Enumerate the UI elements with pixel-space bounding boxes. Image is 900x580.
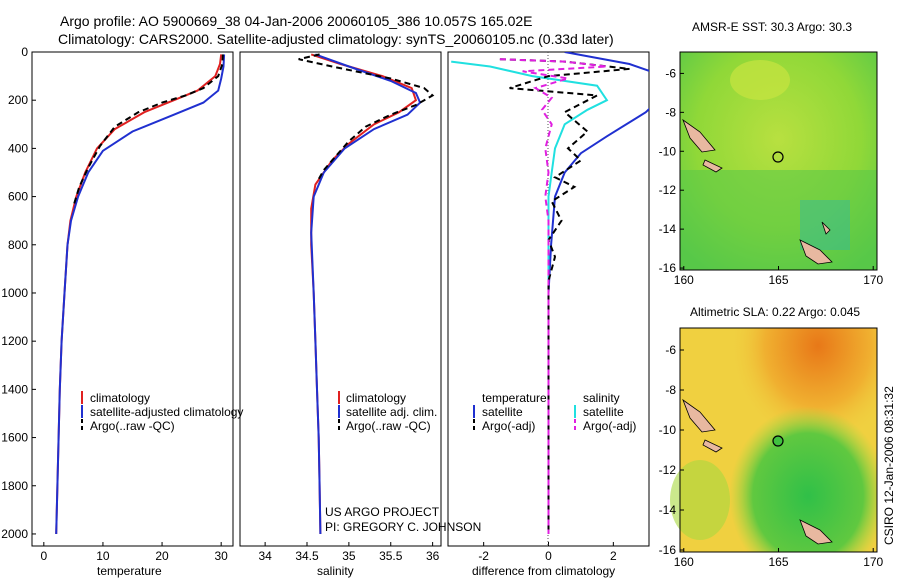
map-y-tick-label: -8: [665, 105, 676, 119]
legend-d-s-argo: Argo(-adj): [583, 419, 636, 433]
map-y-tick-label: -6: [665, 343, 676, 357]
map-x-tick-label: 170: [863, 555, 883, 569]
depth-tick-label: 800: [8, 238, 28, 252]
salinity-x-axis: 34 34.5 35 35.5 36: [258, 542, 440, 563]
x-tick-label: 34.5: [295, 549, 319, 563]
map-y-tick-label: -14: [659, 222, 677, 236]
x-tick-label: 0: [545, 549, 552, 563]
sla-map-axes: 160 165 170 -6 -8 -10 -12 -14 -16: [659, 343, 884, 569]
legend-d-t-argo: Argo(-adj): [482, 419, 535, 433]
x-tick-label: 2: [610, 549, 617, 563]
depth-tick-label: 200: [8, 93, 28, 107]
legend-s-satellite: satellite adj. clim.: [346, 405, 437, 419]
map-y-tick-label: -10: [659, 423, 677, 437]
depth-tick-label: 1800: [1, 479, 28, 493]
depth-tick-label: 400: [8, 141, 28, 155]
x-tick-label: 36: [426, 549, 440, 563]
salinity-panel-frame: [239, 51, 442, 547]
map-y-tick-label: -8: [665, 383, 676, 397]
map-y-tick-label: -16: [659, 261, 677, 275]
sst-map: [679, 51, 878, 271]
series-line-d-salinity-satellite: [451, 60, 609, 534]
title-line2: Climatology: CARS2000. Satellite-adjuste…: [58, 31, 614, 47]
series-line-d-temperature-argo-adj-: [499, 58, 630, 534]
depth-tick-label: 1200: [1, 334, 28, 348]
map-x-tick-label: 170: [863, 273, 883, 287]
depth-tick-label: 1400: [1, 382, 28, 396]
x-tick-label: 35: [342, 549, 356, 563]
depth-tick-label: 600: [8, 190, 28, 204]
salinity-xlabel: salinity: [317, 564, 354, 578]
salinity-legend: climatology satellite adj. clim. Argo(..…: [338, 391, 437, 433]
legend-t-climatology: climatology: [90, 391, 150, 405]
credit-stamp: CSIRO 12-Jan-2006 08:31:32: [882, 386, 896, 545]
difference-xlabel: difference from climatology: [472, 564, 615, 578]
x-tick-label: 0: [40, 549, 47, 563]
sst-argo-marker: [772, 151, 784, 163]
x-tick-label: 10: [96, 549, 110, 563]
x-tick-label: -2: [478, 549, 489, 563]
series-line-d-salinity-argo-adj-: [499, 58, 608, 534]
series-line-s-argo: [298, 53, 435, 183]
temperature-panel-frame: [31, 51, 234, 547]
difference-series: [451, 52, 649, 534]
credit-project: US ARGO PROJECT: [325, 505, 440, 519]
title-line1: Argo profile: AO 5900669_38 04-Jan-2006 …: [60, 13, 533, 29]
series-line-d-temperature-satellite: [547, 52, 649, 534]
legend-d-t-satellite: satellite: [482, 405, 523, 419]
salinity-series: [298, 53, 435, 535]
map-y-tick-label: -16: [659, 543, 677, 557]
map-x-tick-label: 165: [768, 273, 788, 287]
temperature-series: [55, 54, 226, 535]
legend-d-temperature-header: temperature: [482, 391, 547, 405]
series-line-t-climatology: [55, 54, 223, 535]
map-y-tick-label: -14: [659, 503, 677, 517]
x-tick-label: 30: [214, 549, 228, 563]
sla-argo-marker: [772, 435, 784, 447]
series-line-t-argo: [72, 54, 224, 207]
sla-map-title: Altimetric SLA: 0.22 Argo: 0.045: [690, 305, 860, 319]
sst-map-title: AMSR-E SST: 30.3 Argo: 30.3: [692, 20, 852, 34]
credit-pi: PI: GREGORY C. JOHNSON: [325, 520, 481, 534]
map-x-tick-label: 160: [674, 555, 694, 569]
map-y-tick-label: -6: [665, 66, 676, 80]
legend-d-salinity-header: salinity: [583, 391, 620, 405]
legend-t-argo: Argo(..raw -QC): [90, 419, 175, 433]
difference-x-axis: -2 0 2: [478, 542, 617, 563]
map-y-tick-label: -10: [659, 144, 677, 158]
legend-d-s-satellite: satellite: [583, 405, 624, 419]
depth-tick-label: 1000: [1, 286, 28, 300]
series-line-s-climatology: [310, 53, 418, 535]
depth-tick-label: 2000: [1, 527, 28, 541]
temperature-x-axis: 0 10 20 30: [40, 542, 228, 563]
map-y-tick-label: -12: [659, 463, 677, 477]
depth-tick-label: 1600: [1, 431, 28, 445]
depth-axis: 0 200 400 600 800 1000 1200 1400 1600 1800 2000: [1, 45, 36, 541]
x-tick-label: 35.5: [379, 549, 403, 563]
temperature-xlabel: temperature: [97, 564, 162, 578]
legend-t-satellite: satellite-adjusted climatology: [90, 405, 243, 419]
map-x-tick-label: 165: [768, 555, 788, 569]
x-tick-label: 20: [155, 549, 169, 563]
difference-legend: temperature satellite Argo(-adj) salinit…: [473, 391, 636, 433]
legend-s-argo: Argo(..raw -QC): [346, 419, 431, 433]
sla-map: [670, 327, 878, 553]
legend-s-climatology: climatology: [346, 391, 406, 405]
x-tick-label: 34: [258, 549, 272, 563]
map-x-tick-label: 160: [674, 273, 694, 287]
series-line-t-satellite: [55, 54, 226, 535]
depth-tick-label: 0: [21, 45, 28, 59]
map-y-tick-label: -12: [659, 183, 677, 197]
sst-map-axes: 160 165 170 -6 -8 -10 -12 -14 -16: [659, 66, 884, 287]
temperature-legend: climatology satellite-adjusted climatolo…: [81, 391, 243, 433]
series-line-s-satellite: [310, 53, 422, 535]
